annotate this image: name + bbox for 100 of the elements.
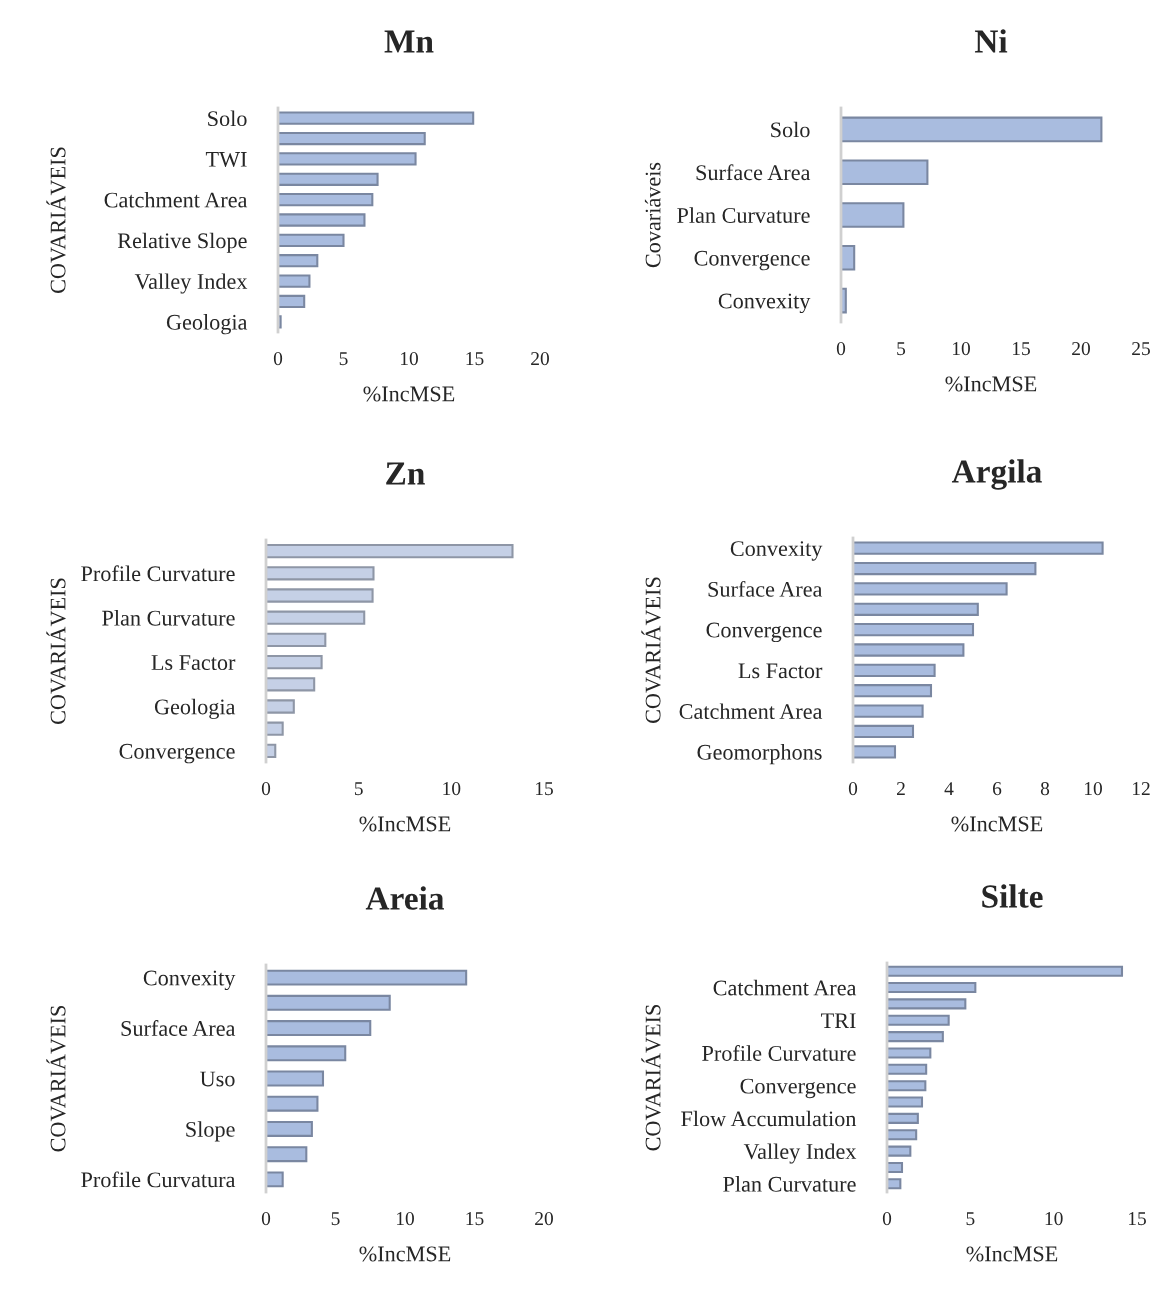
y-tick-label: Convexity <box>730 541 823 561</box>
bar <box>853 724 915 739</box>
bar <box>278 193 374 207</box>
x-axis-title: %IncMSE <box>951 816 1043 832</box>
bar <box>853 745 897 759</box>
y-tick-label: Relative Slope <box>117 232 247 253</box>
x-tick-label: 2 <box>896 782 905 795</box>
bar <box>278 274 311 288</box>
bar <box>887 1112 919 1124</box>
bar <box>853 684 933 698</box>
x-tick-label: 12 <box>1132 782 1150 795</box>
x-tick-label: 10 <box>952 342 970 356</box>
bar <box>266 588 374 603</box>
x-tick-label: 0 <box>848 782 858 796</box>
bar <box>266 1020 372 1037</box>
bar <box>887 1080 927 1092</box>
y-tick-label: Valley Index <box>134 273 248 294</box>
chart-title: Zn <box>386 462 425 485</box>
x-tick-label: 5 <box>966 1212 975 1226</box>
y-tick-label: Convergence <box>740 1078 856 1099</box>
bar <box>887 1161 904 1173</box>
y-tick-label: Geologia <box>166 314 248 335</box>
x-tick-label: 10 <box>396 1212 414 1226</box>
bar <box>266 1171 284 1188</box>
bar <box>887 1014 950 1026</box>
y-tick-label: Geologia <box>154 698 236 720</box>
y-tick-label: Flow Accumulation <box>681 1110 857 1127</box>
bar <box>266 1045 347 1062</box>
x-tick-label: 0 <box>882 1212 892 1226</box>
bar <box>278 131 426 146</box>
bar <box>853 541 1104 555</box>
y-axis-title: COVARIÁVEIS <box>46 1006 66 1152</box>
bar <box>841 116 1103 143</box>
bar <box>266 654 323 670</box>
bar <box>278 172 379 186</box>
y-tick-label: Surface Area <box>708 580 823 597</box>
y-tick-label: TWI <box>205 152 247 167</box>
bar <box>853 704 924 718</box>
x-tick-label: 20 <box>535 1212 553 1226</box>
bar <box>887 1063 928 1075</box>
y-axis-title: COVARIÁVEIS <box>46 147 66 293</box>
bar <box>266 566 375 581</box>
x-tick-label: 0 <box>261 782 271 796</box>
x-tick-label: 0 <box>836 342 846 356</box>
x-tick-label: 15 <box>1128 1212 1146 1226</box>
y-axis-title: COVARIÁVEIS <box>641 577 661 723</box>
x-tick-label: 20 <box>531 352 549 366</box>
bar <box>266 677 316 692</box>
bar <box>266 632 327 648</box>
x-tick-label: 5 <box>897 342 906 356</box>
x-tick-label: 25 <box>1132 342 1150 356</box>
bar <box>887 1178 902 1190</box>
y-axis-title: COVARIÁVEIS <box>46 578 66 724</box>
y-tick-label: Valley Index <box>743 1143 857 1164</box>
x-tick-label: 0 <box>261 1212 271 1226</box>
x-tick-label: 15 <box>1012 342 1030 356</box>
chart-title: Argila <box>951 459 1042 490</box>
bar <box>278 233 345 247</box>
y-tick-label: Convergence <box>706 622 822 643</box>
chart-title: Mn <box>384 30 434 53</box>
y-tick-label: Ls Factor <box>738 663 823 679</box>
x-tick-label: 5 <box>331 1212 340 1226</box>
x-tick-label: 20 <box>1072 342 1090 356</box>
y-tick-label: Uso <box>200 1071 235 1087</box>
bar <box>887 1047 932 1059</box>
bar <box>887 1031 944 1043</box>
y-tick-label: Geomorphons <box>697 744 822 765</box>
chart-title: Areia <box>365 886 444 910</box>
chart-title: Ni <box>974 29 1008 53</box>
bar <box>887 965 1124 977</box>
chart-title: Silte <box>982 884 1043 908</box>
x-tick-label: 10 <box>443 782 461 796</box>
y-tick-label: Ls Factor <box>151 655 236 671</box>
y-tick-label: Convergence <box>119 743 235 764</box>
bar <box>853 623 975 637</box>
y-axis-title: Covariáveis <box>644 162 661 268</box>
y-tick-label: Convexity <box>143 970 236 991</box>
y-tick-label: Plan Curvature <box>723 1176 856 1192</box>
bar <box>278 254 319 268</box>
x-tick-label: 10 <box>400 352 418 366</box>
bar <box>853 643 965 657</box>
y-tick-label: Profile Curvatura <box>81 1171 236 1188</box>
bar <box>266 721 284 736</box>
x-axis-title: %IncMSE <box>966 1246 1058 1262</box>
x-axis-title: %IncMSE <box>359 816 451 832</box>
x-tick-label: 5 <box>339 352 348 366</box>
y-tick-label: TRI <box>821 1013 856 1028</box>
bar <box>266 969 468 986</box>
x-axis-title: %IncMSE <box>359 1246 451 1262</box>
y-axis-title: COVARIÁVEIS <box>641 1005 661 1151</box>
bar <box>266 699 295 714</box>
y-tick-label: Plan Curvature <box>102 609 235 626</box>
bar <box>887 998 967 1010</box>
bar <box>278 152 417 166</box>
y-tick-label: Profile Curvature <box>81 565 235 582</box>
x-tick-label: 8 <box>1040 782 1050 796</box>
y-tick-label: Plan Curvature <box>677 207 810 223</box>
bar <box>841 202 905 228</box>
x-axis-title: %IncMSE <box>945 376 1037 392</box>
bar <box>278 294 306 309</box>
